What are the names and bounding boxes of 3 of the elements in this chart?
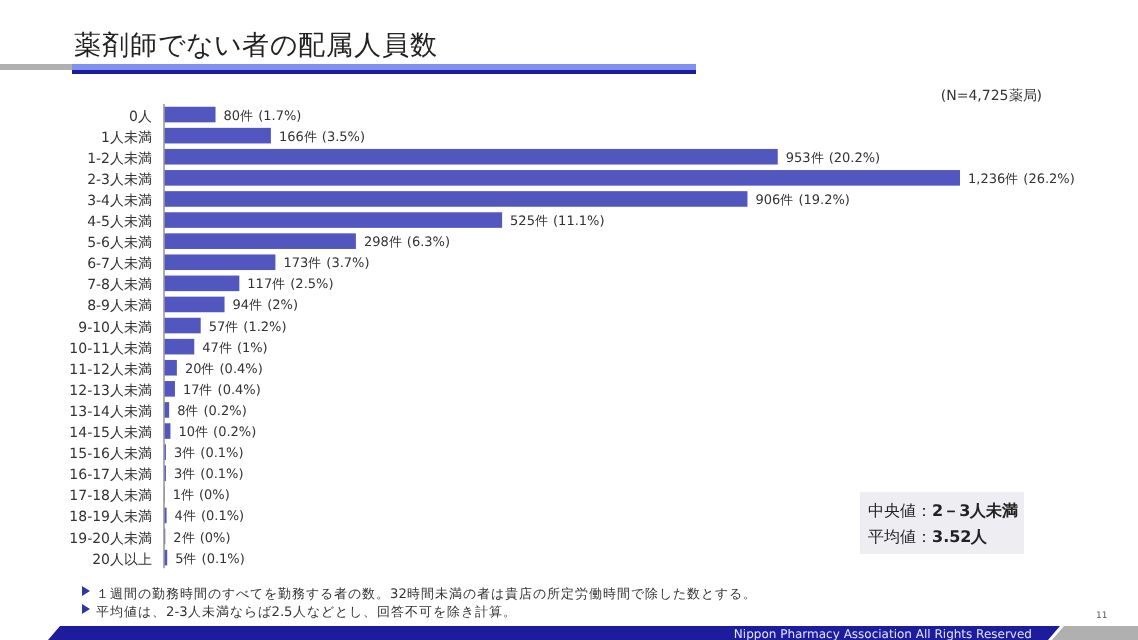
annotation: 中央値：2－3人未満 xyxy=(868,502,1019,520)
chart-title: 薬剤師でない者の配属人員数 xyxy=(74,30,438,62)
annotation: 平均値：3.52人 xyxy=(868,528,990,546)
